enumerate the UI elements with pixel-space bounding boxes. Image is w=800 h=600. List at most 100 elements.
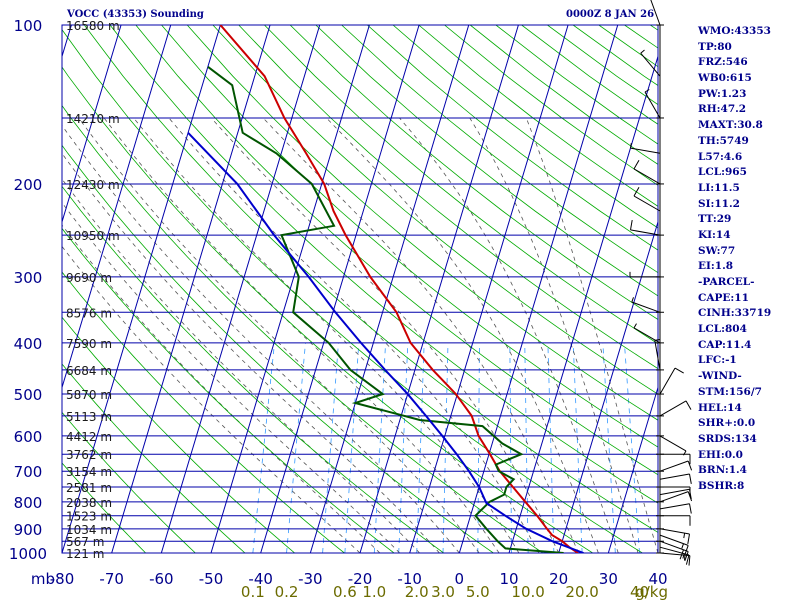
wind-barb [660,515,691,526]
mixing-ratio-label: 3.0 [431,583,455,600]
wind-barb [629,271,660,278]
mixing-ratio-line [322,342,339,553]
index-item: WB0:615 [698,72,752,85]
temperature-tick-label: 30 [599,570,618,588]
wind-barb [659,534,689,555]
pressure-unit-label: mb [31,570,55,588]
moist-adiabat [62,178,420,553]
isotherm--80 [62,25,221,553]
height-label: 3762 m [66,448,112,462]
index-item: STM:156/7 [698,385,762,398]
temperature-tick-label: -60 [149,570,174,588]
temperature-tick-label: -50 [199,570,224,588]
wind-barb [659,435,687,456]
sounding-time: 0000Z 8 JAN 26 [566,9,655,20]
mixing-ratio-line [416,342,425,553]
index-item: TP:80 [698,40,732,53]
mixing-ratio-label: 40 [630,583,649,600]
pressure-tick-label: 100 [14,17,43,35]
index-item: LCL:965 [698,166,747,179]
temperature-tick-label: 0 [455,570,465,588]
mixing-ratio-label: 0.2 [275,583,299,600]
wind-barb [659,552,691,566]
mixing-ratio-line [373,342,386,553]
mixing-ratio-line [252,342,275,553]
index-item: L57:4.6 [698,150,743,163]
pressure-tick-label: 400 [14,335,43,353]
wind-barb [631,297,661,313]
index-item: KI:14 [698,228,731,241]
wind-barb [633,323,661,344]
isotherm-20 [558,220,658,553]
temperature-tick-label: 40 [648,570,667,588]
height-label: 8576 m [66,306,112,320]
pressure-tick-label: 500 [14,386,43,404]
mixing-ratio-unit: g/kg [635,583,668,600]
height-label: 6684 m [66,364,112,378]
wind-barb [650,0,661,26]
wind-barb [644,89,661,119]
dry-adiabats [62,25,658,553]
pressure-tick-label: 300 [14,269,43,287]
moist-adiabat [211,117,560,553]
index-item: TH:5749 [698,134,749,147]
index-item: SHR+:0.0 [698,417,756,430]
temperature-tick-label: 20 [549,570,568,588]
index-item: CINH:33719 [698,307,772,320]
moist-adiabat [62,202,400,553]
index-item: PW:1.23 [698,87,747,100]
dewpoint-line [207,66,564,553]
height-label: 121 m [66,547,104,561]
height-label: 14210 m [66,112,120,126]
index-item: LCL:804 [698,323,747,336]
index-item: SRDS:134 [698,432,757,445]
height-label: 2581 m [66,481,112,495]
index-item: SW:77 [698,244,736,257]
moist-adiabat [62,152,440,553]
temperature-line [219,25,579,553]
isotherm--20 [359,25,519,553]
mixing-ratio-line [398,342,409,553]
temperature-tick-label: -20 [348,570,373,588]
temperature-tick-label: -30 [298,570,323,588]
index-item: RH:47.2 [698,103,747,116]
index-item: LI:11.5 [698,181,740,194]
height-label: 7590 m [66,337,112,351]
pressure-tick-label: 800 [14,494,43,512]
wind-barb [660,486,691,497]
parcel-line [187,132,584,553]
pressure-tick-label: 200 [14,176,43,194]
pressure-tick-label: 700 [14,463,43,481]
mixing-ratio-label: 20.0 [565,583,598,600]
mixing-ratio-line [524,342,529,553]
wind-barb [659,473,692,484]
index-item: -PARCEL- [698,276,755,288]
wind-barb [659,546,690,565]
plot-frame [61,24,659,554]
wind-barb [659,488,692,500]
moist-adiabat [469,117,639,553]
indices-panel: WMO:43353 TP:80 FRZ:546 WB0:615 PW:1.23 RH:47… [698,24,771,495]
wind-barb [659,367,684,395]
isotherms [62,25,658,553]
height-label: 16580 m [66,19,120,33]
index-item: BRN:1.4 [698,464,747,477]
index-item: SI:11.2 [698,197,740,210]
isotherm--60 [160,25,321,553]
dry-adiabat [135,25,658,476]
moist-adiabat [62,245,361,553]
pressure-tick-label: 600 [14,428,43,446]
temperature-tick-label: -40 [248,570,273,588]
index-item: WMO:43353 [698,25,771,37]
mixing-ratio-label: 2.0 [405,583,429,600]
wind-barb [654,339,661,370]
index-item: MAXT:30.8 [698,119,763,132]
isotherm--70 [111,25,271,553]
temperature-tick-label: -70 [99,570,124,588]
temperature-tick-label: -80 [50,570,75,588]
height-label: 567 m [66,535,104,549]
wind-barb [659,503,692,514]
index-item: EHI:0.0 [698,448,743,461]
temperature-tick-label: 10 [499,570,518,588]
